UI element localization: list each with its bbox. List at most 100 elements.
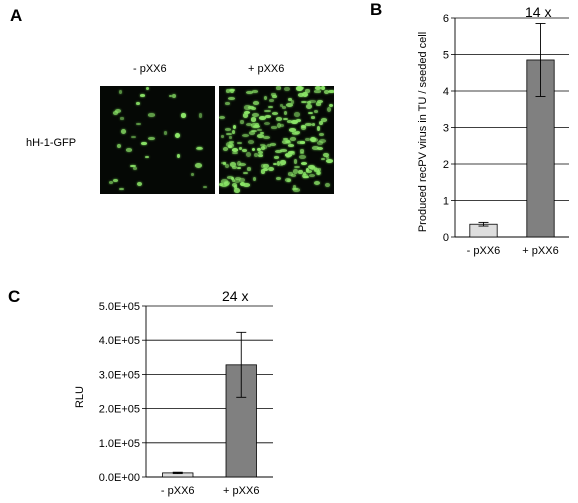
gfp-cell [271,93,277,96]
gfp-cell [242,112,249,118]
gfp-cell [240,119,244,125]
gfp-cell [287,151,294,155]
gfp-cell [284,153,292,157]
gfp-cell [232,165,238,169]
gfp-cell [306,103,313,109]
gfp-cell [281,139,288,145]
y-tick-label: 6 [443,13,449,25]
gfp-cell [242,149,247,153]
gfp-cell [194,162,202,168]
gfp-cell [220,161,226,164]
gfp-cell [253,125,260,129]
gfp-cell [234,187,241,193]
gfp-cell [219,115,226,119]
gfp-cell [231,178,235,182]
gfp-cell [253,153,259,157]
gfp-cell [113,178,119,182]
gfp-cell [280,124,285,128]
gfp-cell [181,113,186,118]
gfp-cell [263,163,269,169]
gfp-cell [148,113,155,117]
gfp-cell [294,166,301,169]
gfp-cell [288,144,294,147]
gfp-cell [287,178,292,183]
y-tick-label: 0.0E+00 [99,472,140,484]
gfp-cell [311,123,315,126]
gfp-cell [291,187,298,191]
gfp-cell [191,172,195,177]
gfp-cell [229,89,234,94]
gfp-cell [263,109,271,113]
gfp-cell [301,162,308,165]
gfp-cell [271,111,278,115]
gfp-cell [236,161,241,166]
gfp-cell [252,176,256,182]
gfp-cell [246,122,253,127]
gfp-cell [326,158,333,164]
microscopy-image-minus [100,86,215,194]
panel-a-letter: A [10,6,23,25]
gfp-cell [282,117,289,121]
gfp-cell [117,143,122,148]
gfp-cell [321,157,326,161]
gfp-cell [289,137,296,141]
gfp-cell [299,141,306,144]
gfp-cell [259,131,264,135]
y-tick-label: 4 [443,86,449,98]
gfp-cell [198,113,203,118]
gfp-cell [290,173,296,177]
gfp-cell [195,146,203,150]
row-label-hh1-gfp: hH-1-GFP [26,137,77,149]
gfp-cell [221,179,228,185]
gfp-cell [277,161,281,166]
gfp-cell [253,101,260,105]
gfp-cell [273,162,278,165]
gfp-cell [305,169,313,174]
gfp-cell [316,141,323,145]
gfp-cell [314,90,322,93]
gfp-cell [277,123,281,129]
gfp-cell [283,137,289,141]
gfp-cell [255,122,260,128]
gfp-cell [305,138,310,142]
gfp-cell [306,100,312,105]
gfp-cell [232,183,237,188]
gfp-cell [307,165,315,170]
gfp-cell [118,89,123,95]
gfp-cell [129,164,136,168]
gfp-cell [224,164,229,169]
gfp-cell [286,102,293,107]
gfp-cell [220,135,224,139]
gfp-cell [306,168,310,173]
gfp-cell [327,107,332,113]
gfp-cell [300,100,308,104]
gfp-cell [230,162,237,167]
gfp-cell [315,102,321,106]
gfp-cell [164,131,168,135]
gfp-cell [132,167,137,171]
gfp-cell [263,167,269,172]
gfp-cell [298,169,303,175]
gfp-cell [256,147,261,151]
gfp-cell [242,171,248,175]
gfp-cell [273,156,280,159]
gfp-cell [284,86,291,92]
gfp-cell [224,128,232,131]
gfp-cell [263,145,267,149]
gfp-cell [245,152,251,157]
gfp-cell [259,115,267,120]
gfp-cell [136,101,141,106]
x-tick-label: + pXX6 [223,485,259,497]
gfp-cell [283,110,288,116]
gfp-cell [301,92,308,98]
gfp-cell [227,97,235,101]
gfp-cell [172,93,177,99]
gfp-cell [222,147,228,152]
gfp-cell [168,94,173,97]
gfp-cell [314,167,319,172]
gfp-cell [244,105,251,110]
gfp-cell [237,141,243,145]
gfp-cell [137,181,142,187]
gfp-cell [309,173,316,177]
